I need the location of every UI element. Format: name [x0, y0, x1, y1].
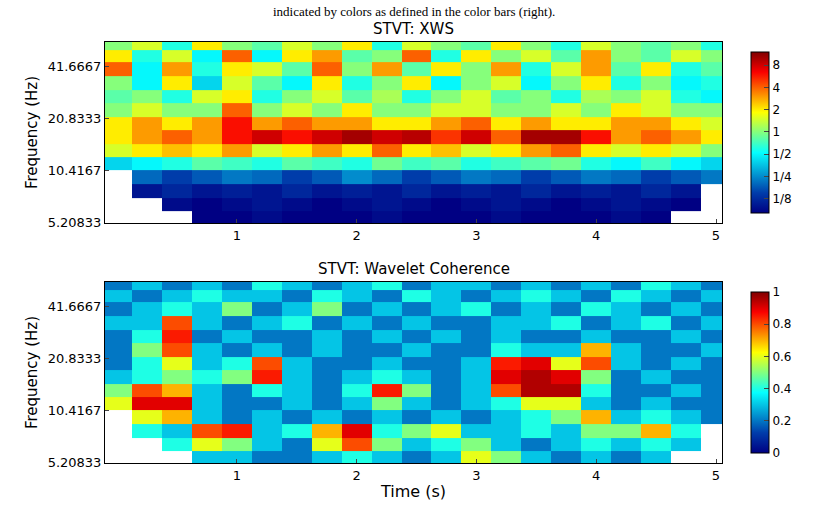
- svg-text:4: 4: [592, 468, 600, 483]
- svg-text:1: 1: [772, 125, 780, 139]
- svg-text:8: 8: [772, 58, 780, 72]
- svg-text:4: 4: [772, 81, 780, 95]
- svg-text:0: 0: [772, 446, 780, 460]
- svg-text:20.8333: 20.8333: [48, 351, 102, 366]
- svg-text:Time (s): Time (s): [380, 482, 446, 501]
- svg-text:0.2: 0.2: [772, 414, 791, 428]
- svg-text:1/2: 1/2: [772, 147, 791, 161]
- svg-text:4: 4: [592, 228, 600, 243]
- svg-text:2: 2: [352, 228, 360, 243]
- svg-text:0.4: 0.4: [772, 382, 791, 396]
- svg-text:indicated by colors as defined: indicated by colors as defined in the co…: [273, 4, 555, 19]
- svg-text:41.6667: 41.6667: [48, 299, 102, 314]
- svg-text:5.20833: 5.20833: [48, 455, 102, 470]
- svg-text:Frequency (Hz): Frequency (Hz): [23, 76, 41, 189]
- svg-text:1: 1: [772, 285, 780, 299]
- svg-text:1/4: 1/4: [772, 170, 791, 184]
- svg-text:5: 5: [712, 228, 720, 243]
- svg-text:3: 3: [472, 228, 480, 243]
- svg-text:2: 2: [352, 468, 360, 483]
- svg-text:41.6667: 41.6667: [48, 59, 102, 74]
- svg-text:20.8333: 20.8333: [48, 111, 102, 126]
- svg-text:1: 1: [233, 228, 241, 243]
- svg-text:5: 5: [712, 468, 720, 483]
- svg-text:Frequency (Hz): Frequency (Hz): [23, 316, 41, 429]
- svg-text:3: 3: [472, 468, 480, 483]
- svg-text:2: 2: [772, 103, 780, 117]
- svg-text:STVT: XWS: STVT: XWS: [373, 20, 454, 38]
- svg-text:5.20833: 5.20833: [48, 215, 102, 230]
- svg-text:0.6: 0.6: [772, 350, 791, 364]
- svg-text:1/8: 1/8: [772, 192, 791, 206]
- svg-text:1: 1: [233, 468, 241, 483]
- svg-text:10.4167: 10.4167: [48, 403, 102, 418]
- svg-text:0.8: 0.8: [772, 317, 791, 331]
- svg-text:10.4167: 10.4167: [48, 163, 102, 178]
- svg-text:STVT: Wavelet Coherence: STVT: Wavelet Coherence: [318, 260, 510, 278]
